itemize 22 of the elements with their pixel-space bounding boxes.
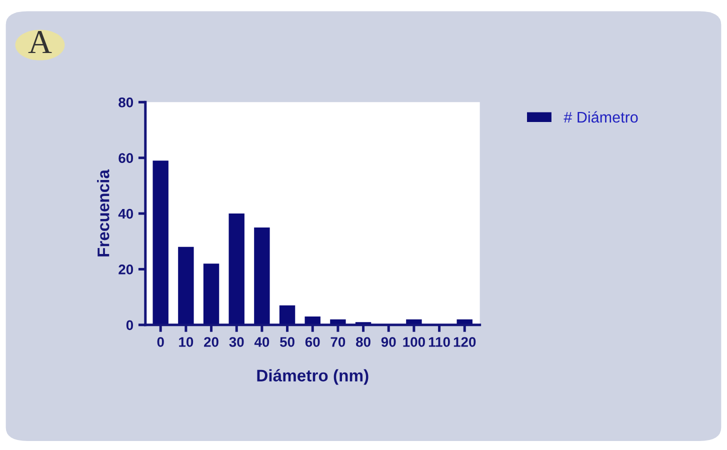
x-tick-label: 10 [179, 337, 194, 347]
x-tick-label: 120 [454, 337, 476, 347]
y-tick-label: 0 [126, 320, 134, 330]
y-tick-label: 80 [118, 97, 134, 108]
text: A [28, 31, 52, 54]
x-tick-label: 0 [157, 337, 164, 347]
x-tick-label: 110 [428, 337, 450, 347]
y-axis-title: Frecuencia [97, 169, 110, 256]
x-tick-label: 90 [381, 337, 396, 347]
x-tick-label: 60 [305, 337, 320, 347]
x-tick-label: 80 [356, 337, 370, 347]
x-tick-label: 20 [204, 337, 218, 347]
x-tick-label: 40 [254, 337, 270, 347]
x-tick-label: 100 [403, 337, 425, 347]
y-tick-label: 40 [118, 208, 134, 219]
x-tick-label: 70 [330, 337, 346, 347]
x-tick-label: 30 [229, 337, 244, 347]
legend-label: # Diámetro [564, 111, 638, 123]
y-tick-label: 60 [118, 153, 134, 164]
y-tick-label: 20 [118, 264, 134, 274]
x-tick-label: 50 [280, 337, 294, 347]
x-axis-title: Diámetro (nm) [257, 369, 368, 385]
